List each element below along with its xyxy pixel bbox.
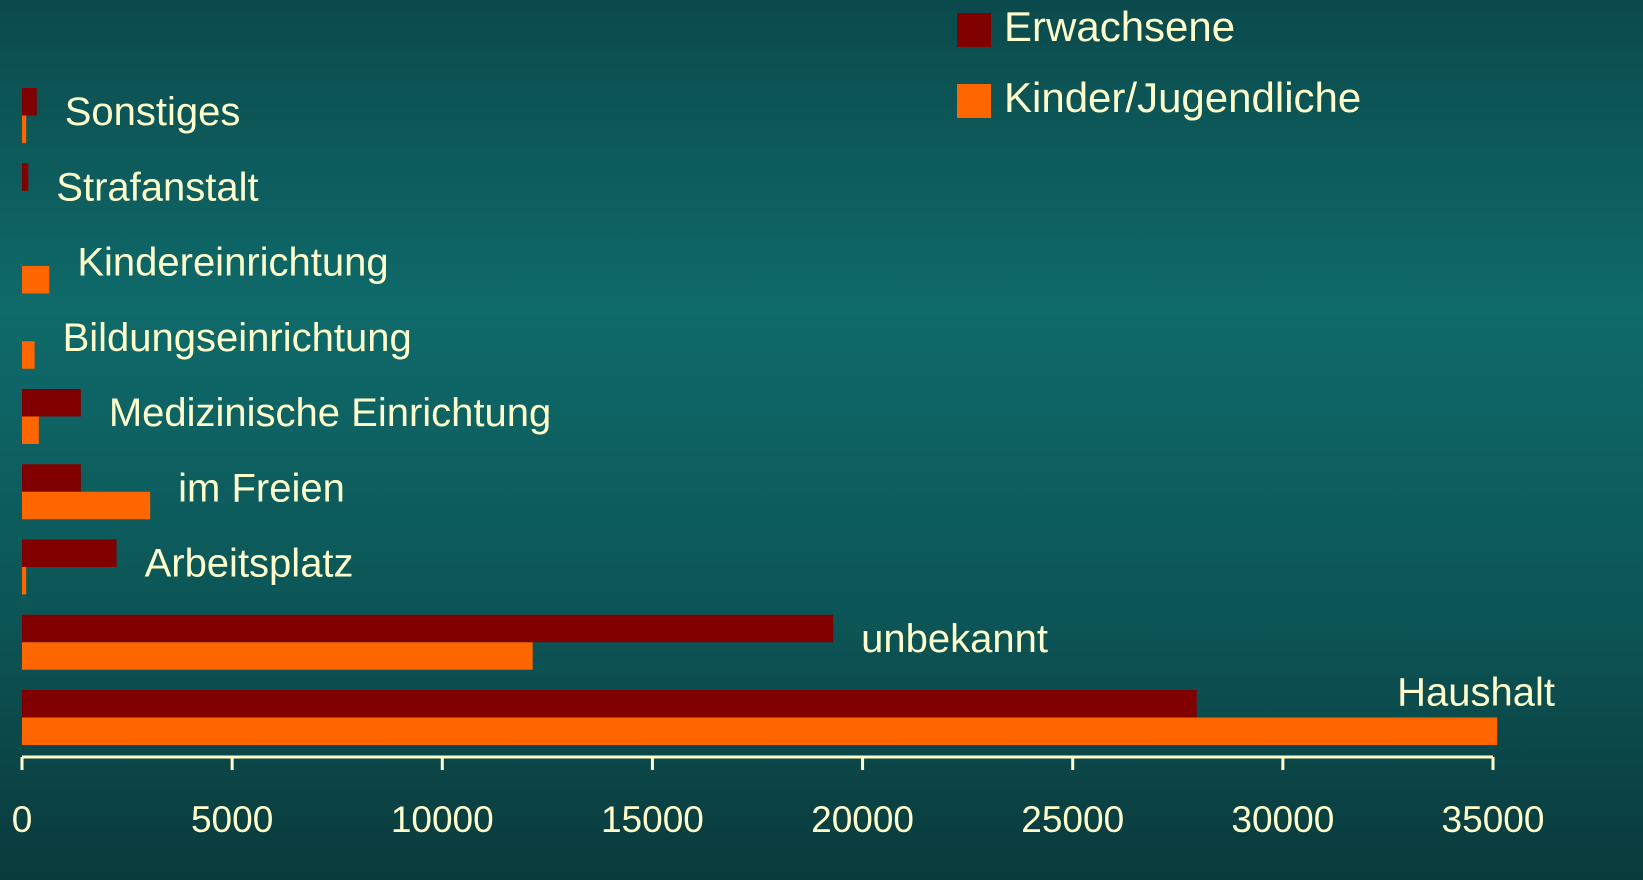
category-label: Medizinische Einrichtung <box>109 391 551 435</box>
bar <box>22 163 29 191</box>
category-label: Sonstiges <box>65 90 241 134</box>
x-tick-label: 10000 <box>391 799 494 840</box>
bar <box>22 266 50 294</box>
bar <box>22 491 151 520</box>
x-tick-label: 35000 <box>1442 799 1545 840</box>
bar <box>22 389 81 417</box>
bar <box>22 341 35 369</box>
legend-swatch <box>957 13 991 47</box>
category-label: Haushalt <box>1397 671 1555 715</box>
x-tick-label: 30000 <box>1231 799 1334 840</box>
x-tick-label: 15000 <box>601 799 704 840</box>
bar <box>22 416 39 444</box>
x-tick-label: 5000 <box>191 799 273 840</box>
legend-label: Erwachsene <box>1004 3 1235 50</box>
bar <box>22 88 37 116</box>
category-label: Bildungseinrichtung <box>63 316 412 360</box>
bar <box>22 567 27 595</box>
bar <box>22 642 533 670</box>
legend-swatch <box>957 84 991 118</box>
category-label: im Freien <box>178 466 345 510</box>
category-label: Arbeitsplatz <box>145 542 354 586</box>
legend-label: Kinder/Jugendliche <box>1004 74 1361 121</box>
x-tick-label: 25000 <box>1021 799 1124 840</box>
x-tick-label: 0 <box>12 799 33 840</box>
bar <box>22 539 117 567</box>
bar <box>22 690 1197 718</box>
bar <box>22 115 27 143</box>
bar <box>22 717 1498 745</box>
category-label: Strafanstalt <box>56 165 258 209</box>
category-label: unbekannt <box>861 617 1048 661</box>
category-label: Kindereinrichtung <box>77 241 388 285</box>
bar <box>22 614 834 643</box>
x-tick-label: 20000 <box>811 799 914 840</box>
bar <box>22 464 81 492</box>
